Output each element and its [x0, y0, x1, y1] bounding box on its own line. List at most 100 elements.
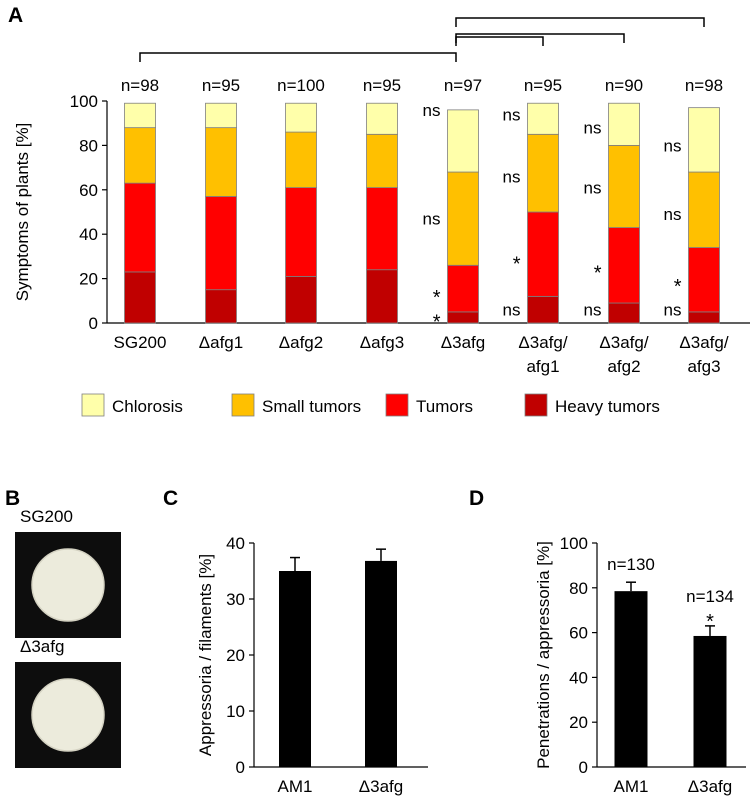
x-tick-label-a: Δafg2	[279, 333, 323, 352]
n-label-a: n=97	[444, 76, 482, 95]
significance-label: ns	[584, 179, 602, 198]
bar-d	[693, 635, 727, 767]
panel-label-c: C	[163, 487, 178, 510]
y-tick-label-a: 60	[79, 181, 98, 200]
x-tick-label-a: Δafg3	[360, 333, 404, 352]
bar-segment-small	[124, 127, 156, 184]
x-tick-label-a: Δ3afg/	[679, 333, 728, 352]
legend-label: Small tumors	[262, 397, 361, 416]
bar-segment-heavy	[124, 271, 156, 324]
bar-c	[279, 571, 311, 767]
legend-label: Tumors	[416, 397, 473, 416]
legend-swatch-chlorosis	[81, 393, 105, 417]
x-tick-label-d: Δ3afg	[688, 777, 732, 796]
significance-label: ns	[664, 301, 682, 320]
panel-label-b: B	[5, 487, 20, 510]
bar-segment-chlorosis	[688, 107, 720, 173]
x-tick-label-a: afg2	[607, 357, 640, 376]
bar-segment-tumors	[447, 264, 479, 313]
bar-d	[614, 591, 648, 767]
legend-swatch-heavy	[524, 393, 548, 417]
significance-label: ns	[503, 301, 521, 320]
bar-segment-chlorosis	[124, 102, 156, 129]
bar-segment-small	[527, 133, 559, 213]
legend-label: Heavy tumors	[555, 397, 660, 416]
n-label-d: n=130	[607, 555, 655, 574]
significance-label: *	[513, 254, 521, 276]
bar-segment-tumors	[608, 227, 640, 304]
legend-swatch-small	[231, 393, 255, 417]
bar-segment-tumors	[527, 211, 559, 297]
y-tick-label-d: 0	[579, 758, 588, 777]
n-label-a: n=98	[685, 76, 723, 95]
y-tick-label-d: 20	[569, 713, 588, 732]
bar-segment-tumors	[205, 196, 237, 291]
bar-segment-chlorosis	[366, 102, 398, 135]
x-tick-label-a: Δ3afg/	[518, 333, 567, 352]
significance-label: *	[433, 311, 441, 333]
x-tick-label-a: SG200	[114, 333, 167, 352]
significance-label: *	[594, 263, 602, 285]
y-tick-label-c: 10	[226, 702, 245, 721]
bar-segment-heavy	[447, 311, 479, 324]
significance-label: ns	[584, 301, 602, 320]
significance-label: ns	[503, 105, 521, 124]
significance-label: *	[674, 276, 682, 298]
y-tick-label-d: 40	[569, 668, 588, 687]
y-axis-label-a: Symptoms of plants [%]	[13, 123, 32, 302]
bar-segment-heavy	[608, 302, 640, 324]
y-tick-label-c: 30	[226, 590, 245, 609]
bar-segment-heavy	[285, 275, 317, 324]
bar-c	[365, 560, 397, 767]
colony-disc	[31, 678, 105, 752]
significance-label: ns	[423, 101, 441, 120]
y-tick-label-a: 0	[89, 314, 98, 333]
y-tick-label-a: 40	[79, 225, 98, 244]
significance-label: ns	[584, 119, 602, 138]
n-label-a: n=95	[202, 76, 240, 95]
panel-label-a: A	[8, 4, 23, 27]
chart-a: 0 20 40 60 80 100 Symptoms of plants [%] n=98 SG…	[13, 17, 750, 417]
bar-segment-heavy	[527, 295, 559, 324]
bar-segment-tumors	[688, 247, 720, 313]
panel-b-colonies: SG200 Δ3afg	[15, 507, 121, 768]
bar-segment-tumors	[366, 187, 398, 271]
bar-segment-heavy	[688, 311, 720, 324]
bar-segment-small	[366, 133, 398, 188]
bar-segment-tumors	[124, 182, 156, 273]
n-label-a: n=98	[121, 76, 159, 95]
colony-label: Δ3afg	[20, 637, 64, 656]
y-tick-label-a: 20	[79, 270, 98, 289]
y-tick-label-a: 100	[70, 92, 98, 111]
x-tick-label-c: AM1	[278, 777, 313, 796]
panel-label-d: D	[469, 487, 484, 510]
comparison-bracket	[455, 33, 625, 43]
bar-segment-small	[205, 127, 237, 197]
significance-label: ns	[423, 210, 441, 229]
n-label-a: n=90	[605, 76, 643, 95]
x-tick-label-a: afg3	[687, 357, 720, 376]
significance-label-d: *	[706, 611, 714, 633]
x-tick-label-a: afg1	[526, 357, 559, 376]
y-tick-label-c: 20	[226, 646, 245, 665]
bar-segment-heavy	[366, 269, 398, 324]
bar-segment-chlorosis	[285, 102, 317, 133]
significance-label: ns	[664, 136, 682, 155]
comparison-bracket	[455, 36, 544, 46]
x-tick-label-a: Δafg1	[199, 333, 243, 352]
y-tick-label-d: 60	[569, 624, 588, 643]
n-label-a: n=95	[363, 76, 401, 95]
bar-segment-small	[608, 144, 640, 228]
legend-swatch-tumors	[385, 393, 409, 417]
y-tick-label-d: 80	[569, 579, 588, 598]
bar-segment-chlorosis	[527, 102, 559, 135]
comparison-bracket	[139, 52, 457, 62]
bar-segment-small	[285, 131, 317, 188]
colony-disc	[31, 548, 105, 622]
y-axis-label-d: Penetrations / appressoria [%]	[534, 541, 553, 769]
y-tick-label-d: 100	[560, 534, 588, 553]
bar-segment-heavy	[205, 289, 237, 324]
chart-c: 0 10 20 30 40 Appressoria / filaments [%] AM1 Δ…	[196, 534, 428, 796]
x-tick-label-a: Δ3afg/	[599, 333, 648, 352]
